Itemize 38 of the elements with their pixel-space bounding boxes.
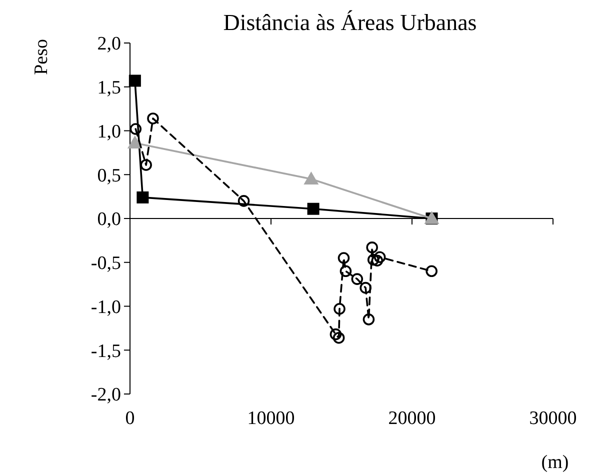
y-tick-label: -2,0 [90, 384, 121, 406]
y-tick-label: 1,5 [97, 78, 121, 99]
point [128, 74, 141, 87]
x-tick-label: 30000 [529, 408, 577, 429]
point [362, 314, 375, 326]
x-tick-label: 0 [125, 408, 135, 429]
point [371, 254, 384, 267]
x-tick-label: 20000 [388, 408, 436, 429]
point [340, 265, 352, 278]
point [304, 172, 319, 185]
point [332, 332, 345, 344]
point [238, 195, 250, 207]
y-tick-label: 0,0 [97, 209, 121, 230]
point [130, 123, 142, 135]
y-tick-label: -1,5 [90, 340, 121, 362]
point [351, 273, 364, 285]
y-tick-label: 0,5 [97, 165, 121, 186]
point [367, 254, 380, 266]
point [334, 302, 346, 315]
point [136, 191, 149, 204]
point [147, 112, 159, 124]
chart-title: Distância às Áreas Urbanas [223, 10, 477, 35]
y-tick-label: 2,0 [97, 34, 121, 55]
point [127, 136, 142, 149]
y-tick-label: -0,5 [90, 253, 121, 274]
point [374, 251, 386, 264]
point [330, 328, 342, 340]
point [360, 282, 372, 294]
y-tick-label: -1,0 [90, 296, 121, 318]
y-tick-label: 1,0 [97, 121, 121, 142]
y-axis-title: Peso [31, 39, 52, 75]
point [307, 202, 320, 215]
point [338, 252, 350, 264]
point [140, 159, 152, 171]
x-axis-title: (m) [541, 452, 569, 473]
point [426, 265, 438, 278]
point [366, 242, 378, 254]
x-tick-label: 10000 [247, 408, 295, 429]
